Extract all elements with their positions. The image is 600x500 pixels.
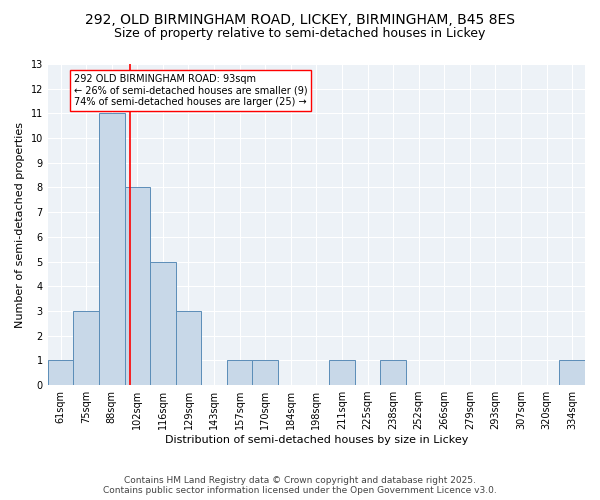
Text: Size of property relative to semi-detached houses in Lickey: Size of property relative to semi-detach… xyxy=(115,28,485,40)
Text: 292, OLD BIRMINGHAM ROAD, LICKEY, BIRMINGHAM, B45 8ES: 292, OLD BIRMINGHAM ROAD, LICKEY, BIRMIN… xyxy=(85,12,515,26)
Bar xyxy=(99,114,125,385)
Bar xyxy=(227,360,253,385)
Text: Contains HM Land Registry data © Crown copyright and database right 2025.
Contai: Contains HM Land Registry data © Crown c… xyxy=(103,476,497,495)
Bar xyxy=(48,360,73,385)
Text: 292 OLD BIRMINGHAM ROAD: 93sqm
← 26% of semi-detached houses are smaller (9)
74%: 292 OLD BIRMINGHAM ROAD: 93sqm ← 26% of … xyxy=(74,74,308,107)
Bar xyxy=(559,360,585,385)
Bar xyxy=(253,360,278,385)
Y-axis label: Number of semi-detached properties: Number of semi-detached properties xyxy=(15,122,25,328)
Bar xyxy=(380,360,406,385)
Bar xyxy=(329,360,355,385)
Bar xyxy=(73,311,99,385)
X-axis label: Distribution of semi-detached houses by size in Lickey: Distribution of semi-detached houses by … xyxy=(165,435,468,445)
Bar xyxy=(150,262,176,385)
Bar xyxy=(176,311,201,385)
Bar xyxy=(125,188,150,385)
